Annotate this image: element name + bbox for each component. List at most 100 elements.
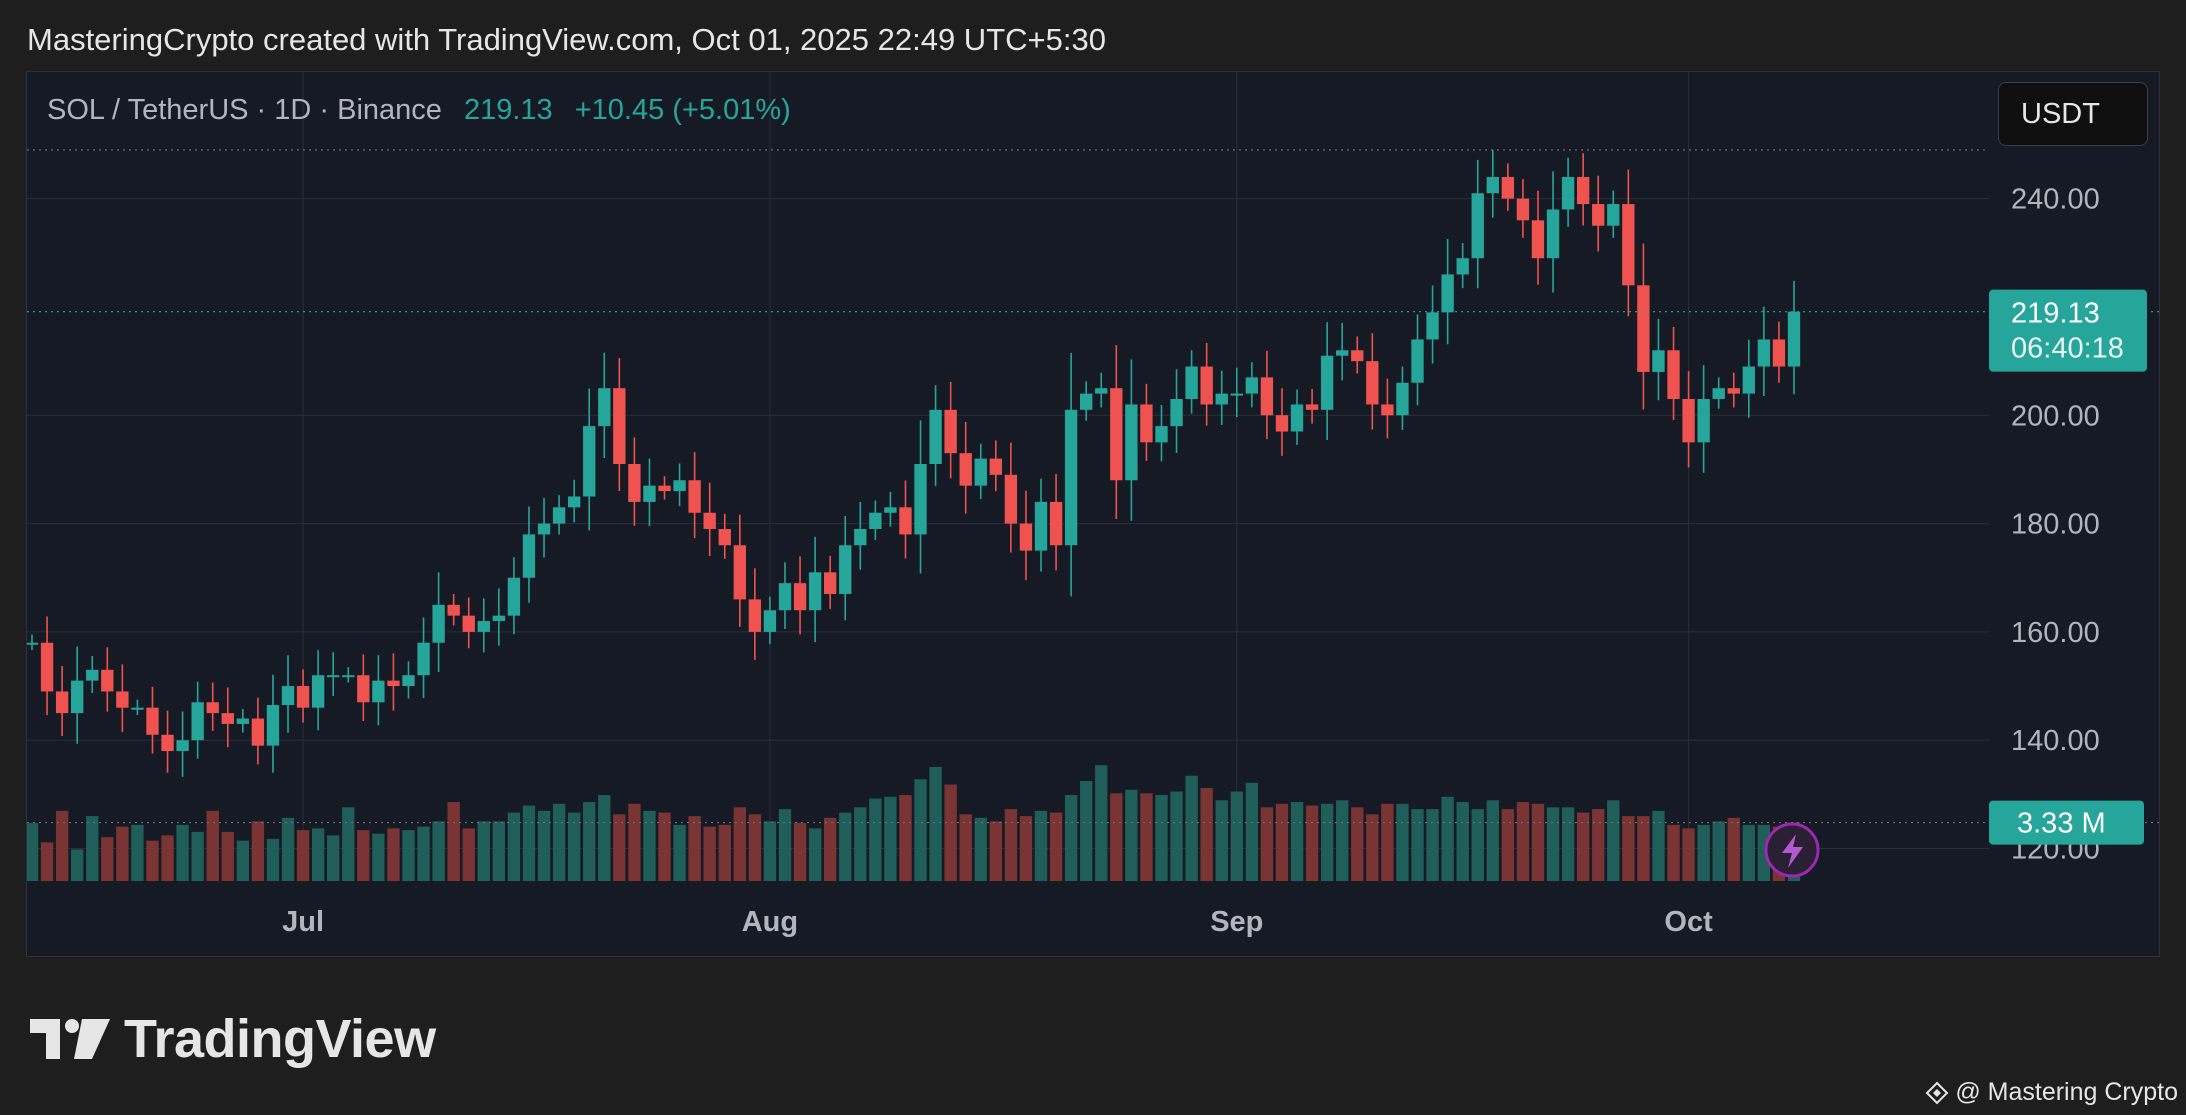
candle-body — [823, 572, 837, 594]
candle-body — [372, 680, 385, 703]
candle-body — [357, 675, 370, 703]
candle-body — [959, 453, 972, 486]
candle-body — [266, 704, 280, 746]
candle-body — [1396, 382, 1409, 416]
volume-bar — [296, 830, 310, 881]
candle-body — [1561, 176, 1575, 210]
volume-bar — [402, 830, 415, 881]
candle-body — [462, 615, 475, 632]
volume-bar — [1381, 803, 1394, 881]
candle-body — [1170, 399, 1183, 427]
candle-body — [1004, 474, 1018, 524]
candle-body — [27, 642, 39, 645]
volume-bar — [1441, 796, 1454, 881]
candle-body — [1230, 393, 1243, 396]
volume-bar — [477, 821, 490, 881]
volume-bar — [1034, 810, 1048, 881]
candle-body — [899, 507, 912, 535]
volume-bar — [567, 812, 581, 881]
volume-bar — [417, 826, 430, 881]
volume-bar — [191, 831, 204, 881]
volume-bar — [643, 810, 656, 881]
last-price-label: 219.13 — [2011, 298, 2100, 330]
volume-bar — [1336, 800, 1349, 881]
volume-bar — [884, 796, 897, 881]
lightning-icon[interactable] — [1764, 822, 1820, 878]
volume-bar — [1290, 802, 1304, 881]
candle-body — [552, 507, 566, 524]
volume-bar — [688, 816, 701, 881]
candle-body — [1200, 366, 1213, 405]
candle-body — [1531, 220, 1545, 259]
last-volume-badge: 3.33 M — [1989, 800, 2144, 845]
volume-bar — [1667, 824, 1680, 881]
volume-bar — [537, 810, 551, 881]
candle-body — [146, 707, 159, 735]
volume-bar — [1561, 807, 1575, 881]
volume-bar — [522, 805, 536, 881]
volume-bar — [929, 766, 942, 881]
candle-body — [387, 680, 400, 687]
volume-bar — [131, 824, 144, 881]
symbol-legend[interactable]: SOL / TetherUS · 1D · Binance 219.13 +10… — [47, 94, 791, 127]
volume-bar — [1140, 793, 1153, 881]
x-tick-label: Oct — [1664, 906, 1713, 938]
logo-text: TradingView — [124, 1009, 436, 1069]
candle-body — [131, 707, 144, 710]
candle-body — [342, 675, 355, 678]
candle-body — [1592, 204, 1605, 226]
candle-body — [643, 485, 656, 502]
candle-body — [688, 480, 701, 513]
volume-bar — [703, 826, 716, 881]
candle-body — [86, 669, 99, 681]
chart-frame[interactable]: 240.00 200.00 180.00 160.00 140.00 120.00 Jul A… — [26, 71, 2160, 957]
candle-body — [598, 388, 611, 427]
volume-bar — [55, 810, 69, 881]
candle-body — [1501, 176, 1515, 199]
volume-bar — [899, 795, 912, 881]
candle-body — [1185, 366, 1198, 400]
candle-body — [718, 528, 731, 546]
candle-body — [1546, 209, 1560, 259]
candle-body — [1622, 204, 1635, 286]
candle-body — [1320, 355, 1334, 410]
volume-bar — [658, 812, 671, 881]
volume-bar — [1004, 809, 1018, 881]
candle-body — [55, 691, 69, 714]
candle-body — [914, 464, 927, 535]
candle-body — [1155, 426, 1168, 443]
volume-bar — [808, 828, 822, 881]
volume-bar — [101, 837, 114, 881]
candle-body — [1260, 377, 1274, 416]
volume-bar — [206, 810, 219, 881]
tradingview-logo-icon — [30, 1019, 110, 1059]
volume-bar — [1712, 821, 1725, 881]
candle-body — [808, 572, 822, 611]
volume-bar — [854, 807, 867, 881]
volume-bar — [974, 817, 987, 881]
volume-bar — [1351, 807, 1364, 881]
candle-body — [402, 675, 415, 687]
candle-body — [537, 523, 551, 535]
x-tick-label: Sep — [1210, 906, 1263, 938]
candle-body — [116, 691, 129, 708]
candle-body — [1712, 388, 1725, 400]
volume-bar — [1682, 828, 1695, 881]
volume-bar — [1245, 782, 1259, 881]
volume-bar — [1230, 791, 1243, 881]
volume-bar — [583, 802, 596, 881]
y-tick-label: 200.00 — [2011, 400, 2100, 432]
candle-body — [507, 577, 521, 616]
candle-body — [869, 512, 882, 529]
candle-body — [161, 734, 174, 752]
volume-bar — [1275, 803, 1289, 881]
candle-body — [1456, 258, 1469, 275]
currency-button[interactable]: USDT — [1998, 82, 2148, 146]
candle-body — [583, 426, 596, 497]
volume-bar — [1200, 788, 1213, 881]
volume-bar — [176, 824, 189, 881]
candle-body — [884, 507, 897, 513]
